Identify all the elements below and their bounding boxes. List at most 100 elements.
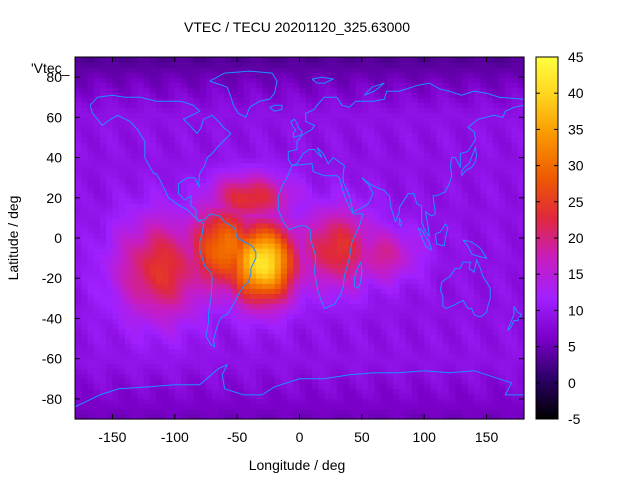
heatmap-cell [124, 348, 132, 355]
heatmap-cell [467, 373, 475, 380]
heatmap-cell [137, 57, 145, 63]
heatmap-cell [106, 268, 114, 274]
heatmap-cell [143, 232, 151, 239]
heatmap-cell [99, 238, 107, 244]
heatmap-cell [405, 102, 413, 108]
heatmap-cell [249, 293, 257, 299]
heatmap-cell [293, 358, 301, 365]
heatmap-cell [143, 227, 151, 234]
heatmap-cell [237, 283, 244, 289]
heatmap-cell [305, 57, 313, 63]
heatmap-cell [311, 403, 319, 410]
heatmap-cell [237, 378, 244, 385]
heatmap-cell [274, 263, 282, 269]
heatmap-cell [311, 398, 319, 405]
heatmap-cell [174, 393, 182, 400]
heatmap-cell [162, 383, 170, 390]
heatmap-cell [336, 348, 344, 355]
heatmap-cell [424, 67, 432, 73]
heatmap-cell [449, 192, 457, 199]
heatmap-cell [87, 338, 95, 345]
heatmap-cell [399, 217, 407, 224]
heatmap-cell [318, 217, 326, 224]
heatmap-cell [499, 288, 506, 294]
heatmap-cell [255, 97, 263, 103]
heatmap-cell [361, 243, 369, 249]
heatmap-cell [424, 232, 432, 239]
heatmap-cell [430, 338, 438, 345]
heatmap-cell [380, 348, 388, 355]
heatmap-cell [393, 393, 400, 400]
heatmap-cell [287, 258, 294, 264]
heatmap-cell [374, 167, 382, 174]
heatmap-cell [287, 107, 294, 113]
heatmap-cell [87, 348, 95, 355]
heatmap-cell [305, 182, 313, 189]
heatmap-cell [81, 202, 89, 209]
heatmap-cell [112, 268, 120, 274]
heatmap-cell [218, 243, 226, 249]
heatmap-cell [218, 62, 226, 68]
heatmap-cell [268, 298, 276, 304]
heatmap-cell [205, 112, 213, 118]
heatmap-cell [467, 378, 475, 385]
heatmap-cell [118, 182, 126, 189]
heatmap-cell [75, 132, 82, 139]
heatmap-cell [243, 167, 251, 174]
heatmap-cell [424, 187, 432, 194]
heatmap-cell [467, 72, 475, 78]
heatmap-cell [380, 212, 388, 219]
heatmap-cell [399, 142, 407, 149]
heatmap-cell [330, 353, 338, 360]
heatmap-cell [318, 117, 326, 123]
heatmap-cell [293, 112, 301, 118]
heatmap-cell [287, 82, 294, 88]
heatmap-cell [368, 57, 375, 63]
heatmap-cell [455, 67, 463, 73]
heatmap-cell [336, 107, 344, 113]
heatmap-cell [386, 77, 394, 83]
heatmap-cell [467, 258, 475, 264]
heatmap-cell [118, 162, 126, 169]
heatmap-cell [249, 308, 257, 315]
heatmap-cell [249, 288, 257, 294]
heatmap-cell [480, 243, 488, 249]
heatmap-cell [499, 238, 506, 244]
heatmap-cell [162, 333, 170, 340]
heatmap-cell [237, 298, 244, 304]
heatmap-cell [461, 298, 469, 304]
heatmap-cell [486, 383, 494, 390]
heatmap-cell [149, 283, 157, 289]
heatmap-cell [237, 132, 244, 139]
heatmap-cell [280, 112, 288, 118]
heatmap-cell [311, 212, 319, 219]
heatmap-cell [249, 152, 257, 159]
heatmap-cell [361, 192, 369, 199]
heatmap-cell [336, 323, 344, 330]
heatmap-cell [461, 172, 469, 179]
heatmap-cell [455, 323, 463, 330]
heatmap-cell [305, 172, 313, 179]
heatmap-cell [442, 97, 450, 103]
heatmap-cell [230, 248, 238, 254]
heatmap-cell [336, 408, 344, 415]
heatmap-cell [424, 403, 432, 410]
heatmap-cell [156, 383, 163, 390]
heatmap-cell [486, 323, 494, 330]
heatmap-cell [99, 383, 107, 390]
heatmap-cell [343, 413, 350, 420]
heatmap-cell [218, 177, 226, 184]
heatmap-cell [143, 278, 151, 284]
heatmap-cell [299, 398, 307, 405]
heatmap-cell [137, 383, 145, 390]
heatmap-cell [424, 278, 432, 284]
heatmap-cell [417, 318, 425, 325]
heatmap-cell [287, 283, 294, 289]
heatmap-cell [181, 338, 188, 345]
heatmap-cell [143, 92, 151, 98]
heatmap-cell [305, 222, 313, 229]
heatmap-cell [224, 298, 232, 304]
heatmap-cell [380, 413, 388, 420]
heatmap-cell [75, 248, 82, 254]
heatmap-cell [374, 378, 382, 385]
